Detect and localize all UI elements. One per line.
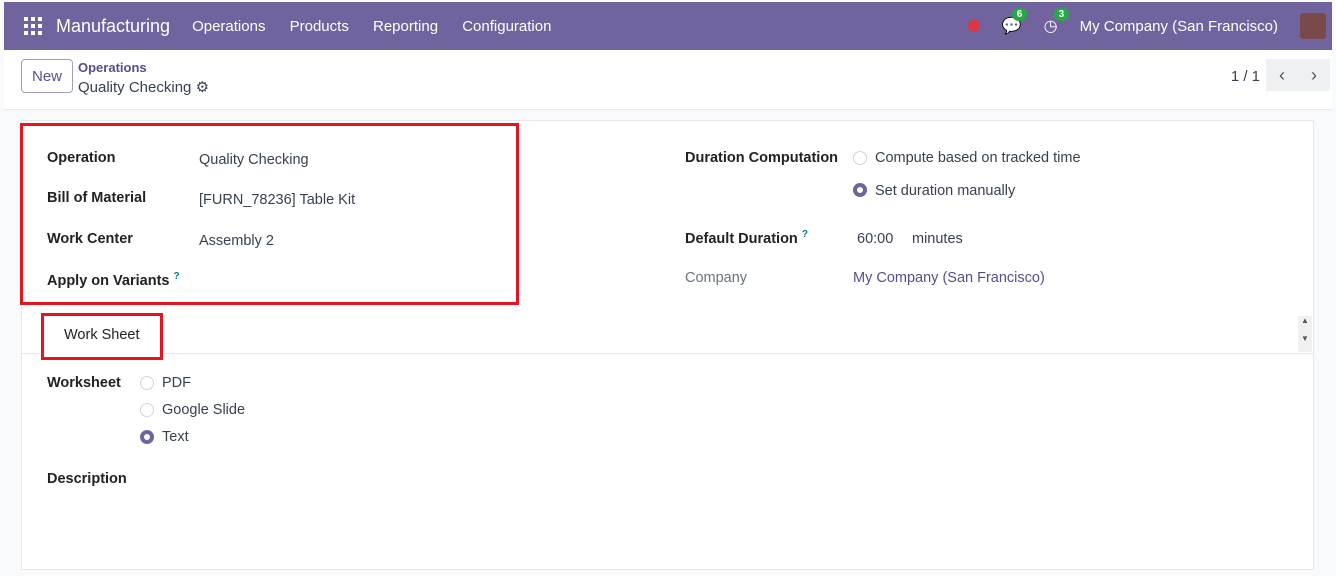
breadcrumb-current: Quality Checking xyxy=(78,79,192,96)
option-tracked-label[interactable]: Compute based on tracked time xyxy=(875,150,1081,166)
option-google-slide-label[interactable]: Google Slide xyxy=(162,402,246,418)
activities-badge: 3 xyxy=(1053,8,1070,21)
option-manual-label[interactable]: Set duration manually xyxy=(875,183,1016,199)
variants-label: Apply on Variants xyxy=(47,272,170,289)
option-text-label[interactable]: Text xyxy=(162,429,189,445)
bom-field[interactable]: [FURN_78236] Table Kit xyxy=(199,192,356,208)
help-icon[interactable]: ? xyxy=(801,229,808,240)
apps-menu-icon[interactable] xyxy=(24,17,42,35)
duration-label: Duration Computation xyxy=(685,150,839,166)
highlight-box xyxy=(41,313,163,360)
radio-google-slide[interactable] xyxy=(140,403,154,417)
menu-reporting[interactable]: Reporting xyxy=(373,17,439,35)
default-duration-field[interactable]: 60:00 xyxy=(857,231,894,247)
bom-label: Bill of Material xyxy=(47,190,147,206)
default-duration-label: Default Duration xyxy=(685,230,798,247)
radio-manual[interactable] xyxy=(853,183,867,197)
app-name[interactable]: Manufacturing xyxy=(56,15,171,36)
control-panel: New Operations Quality Checking ⚙ 1 / 1 … xyxy=(4,50,1332,110)
menu-products[interactable]: Products xyxy=(289,17,349,35)
workcenter-label: Work Center xyxy=(47,231,133,247)
pager-next-button[interactable]: › xyxy=(1298,59,1330,91)
help-icon[interactable]: ? xyxy=(173,271,180,282)
messages-icon[interactable]: 💬 6 xyxy=(1002,8,1028,36)
company-field[interactable]: My Company (San Francisco) xyxy=(853,270,1045,286)
top-navbar: Manufacturing Operations Products Report… xyxy=(4,2,1332,50)
breadcrumb-parent[interactable]: Operations xyxy=(78,60,147,75)
highlight-box xyxy=(20,123,519,305)
duration-unit: minutes xyxy=(912,231,963,247)
activities-icon[interactable]: ◷ 3 xyxy=(1044,8,1070,36)
radio-text[interactable] xyxy=(140,430,154,444)
gear-icon[interactable]: ⚙ xyxy=(195,79,210,96)
messages-badge: 6 xyxy=(1011,8,1028,21)
scrollbar[interactable]: ▲ ▼ xyxy=(1298,316,1312,352)
status-dot-icon[interactable] xyxy=(967,20,980,32)
radio-pdf[interactable] xyxy=(140,376,154,390)
tab-work-sheet[interactable]: Work Sheet xyxy=(64,327,140,343)
operation-label: Operation xyxy=(47,150,116,166)
operation-field[interactable]: Quality Checking xyxy=(199,152,309,168)
menu-configuration[interactable]: Configuration xyxy=(462,17,552,35)
form-sheet: Operation Quality Checking Bill of Mater… xyxy=(20,120,1314,570)
company-label: Company xyxy=(685,270,748,286)
avatar[interactable] xyxy=(1300,13,1326,39)
company-switcher[interactable]: My Company (San Francisco) xyxy=(1079,17,1278,35)
description-label: Description xyxy=(47,471,127,487)
menu-operations[interactable]: Operations xyxy=(192,17,266,35)
worksheet-label: Worksheet xyxy=(47,375,121,391)
workcenter-field[interactable]: Assembly 2 xyxy=(199,233,274,249)
new-button[interactable]: New xyxy=(21,59,73,93)
pager-prev-button[interactable]: ‹ xyxy=(1266,59,1298,91)
pager-value[interactable]: 1 / 1 xyxy=(1230,68,1260,85)
radio-tracked[interactable] xyxy=(853,151,867,165)
option-pdf-label[interactable]: PDF xyxy=(162,375,191,391)
